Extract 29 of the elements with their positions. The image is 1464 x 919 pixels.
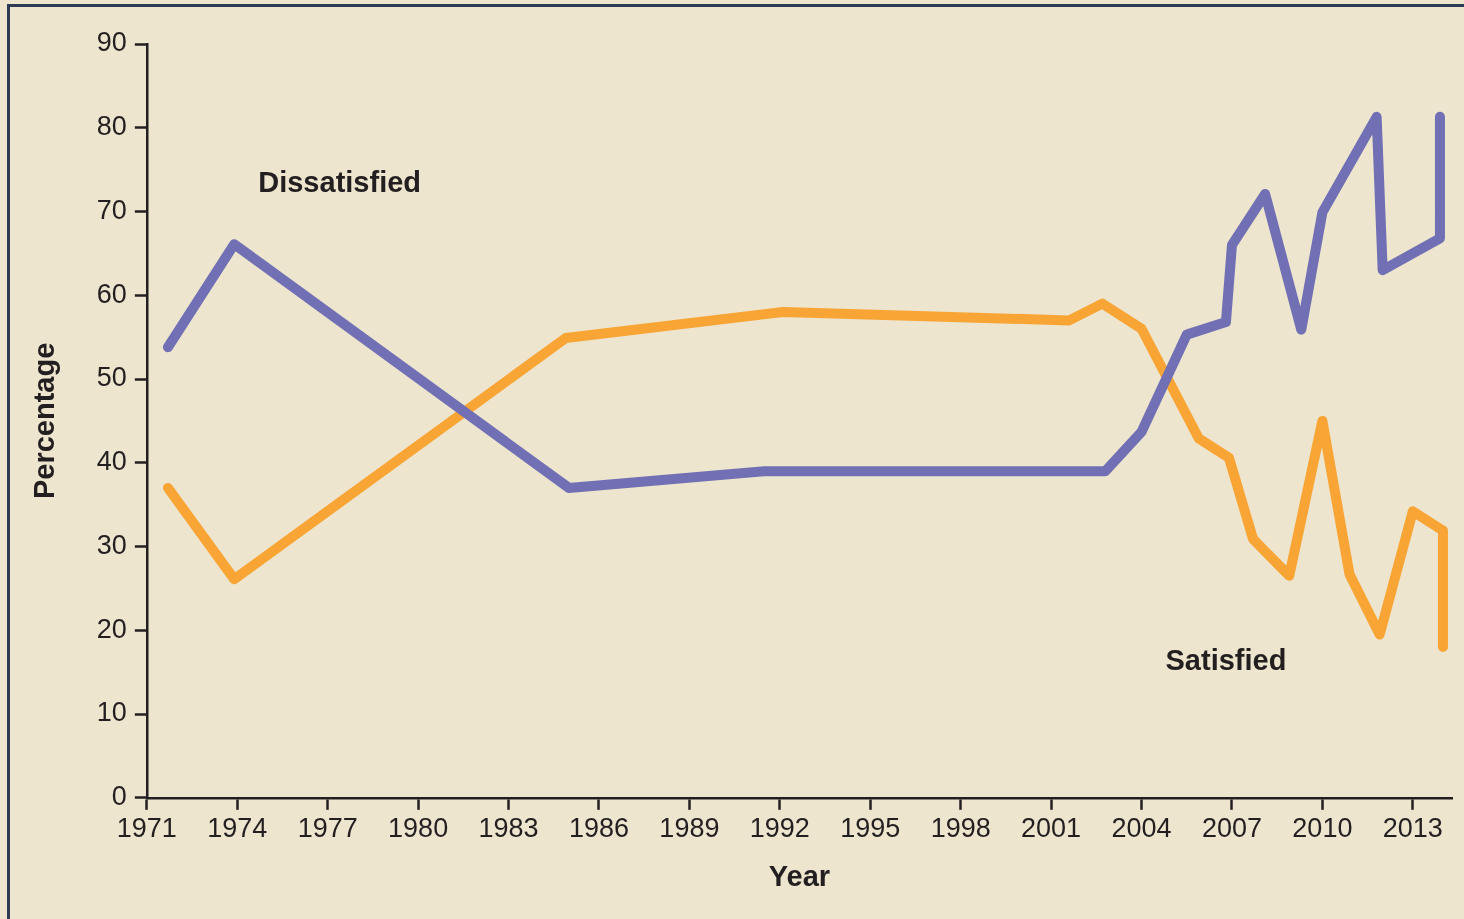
y-tick-label: 10 (96, 697, 127, 728)
x-tick-label: 2013 (1382, 813, 1443, 844)
x-axis-title: Year (768, 859, 831, 892)
y-tick-label: 0 (111, 781, 127, 812)
text: Satisfied (1165, 644, 1287, 677)
series-label: Dissatisfied (258, 166, 422, 199)
x-tick-label: 1986 (568, 813, 630, 844)
x-tick-label: 2007 (1201, 813, 1262, 844)
x-tick-label: 1998 (930, 813, 991, 844)
x-tick-label: 1977 (297, 813, 358, 844)
x-tick-label: 1974 (207, 813, 268, 844)
x-tick-label: 2001 (1021, 813, 1082, 844)
y-tick-label: 90 (96, 27, 127, 58)
x-tick-label: 2004 (1111, 813, 1172, 844)
y-tick-label: 40 (96, 446, 127, 477)
x-tick-label: 1989 (659, 813, 720, 844)
x-tick-label: 1983 (478, 813, 539, 844)
y-axis-title: Percentage (28, 342, 61, 500)
x-tick-label: 1992 (749, 813, 810, 844)
y-tick-label: 60 (96, 278, 127, 309)
y-tick-label: 80 (96, 111, 127, 142)
y-tick-label: 20 (96, 613, 127, 644)
y-tick-label: 70 (96, 194, 127, 225)
x-tick-label: 1971 (116, 813, 177, 844)
x-tick-label: 2010 (1292, 813, 1353, 844)
x-tick-label: 1995 (840, 813, 901, 844)
x-tick-label: 1980 (388, 813, 449, 844)
y-tick-label: 50 (96, 362, 127, 393)
y-tick-label: 30 (96, 529, 127, 560)
